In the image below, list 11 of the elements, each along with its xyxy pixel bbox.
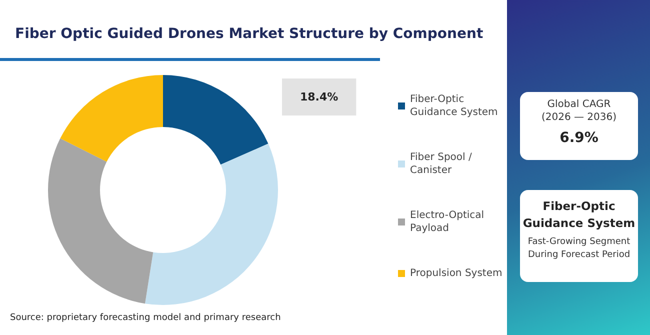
legend-label: Propulsion System — [410, 268, 502, 279]
chart-title: Fiber Optic Guided Drones Market Structure by Component — [15, 26, 484, 42]
text: Fiber-Optic Guidance System — [522, 198, 636, 232]
legend-label: Electro-Optical Payload — [410, 210, 488, 234]
text: Global CAGR (2026 — 2036) — [540, 98, 618, 124]
data-label: 18.4% — [300, 90, 338, 104]
legend-label: Fiber Spool / Canister — [410, 152, 476, 176]
text: Fast-Growing Segment During Forecast Period — [526, 236, 632, 262]
source-note: Source: proprietary forecasting model and primary research — [10, 313, 281, 323]
legend-label: Fiber-Optic Guidance System — [410, 94, 498, 118]
text: 6.9% — [558, 130, 600, 146]
